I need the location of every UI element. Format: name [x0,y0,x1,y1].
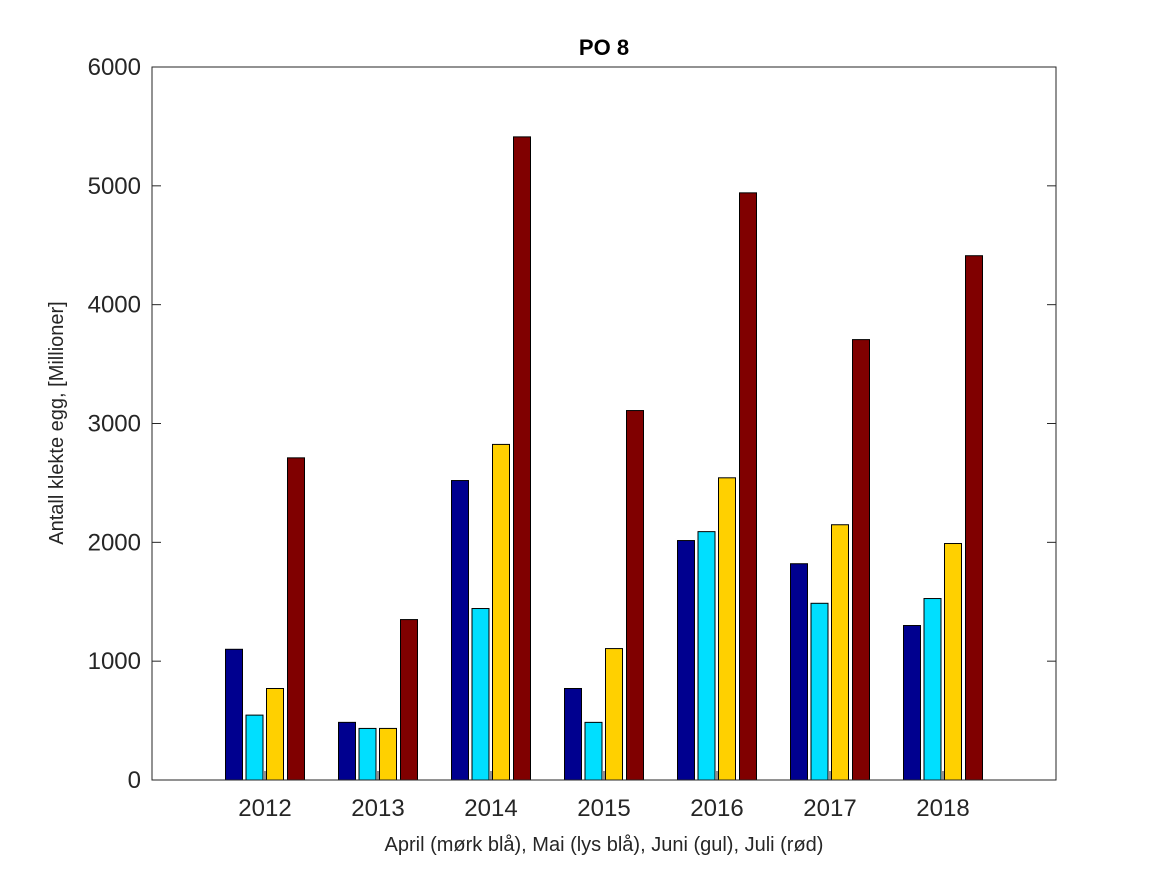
bar-april-2015 [564,687,582,781]
x-axis-label: April (mørk blå), Mai (lys blå), Juni (g… [385,834,824,856]
x-tick-label: 2018 [916,795,969,822]
x-tick-label: 2017 [803,795,856,822]
bar-juni-2014 [492,443,510,781]
bar-juli-2012 [287,457,305,781]
axes-group: 2012 2013 2014 2015 2016 2017 2018 0 1000 2000 300… [88,54,1056,822]
bar-mai-2014 [471,608,490,781]
bar-juni-2012 [266,687,284,781]
y-tick-label: 4000 [88,292,141,319]
y-tick-label: 0 [128,767,141,794]
y-axis-label: Antall klekte egg, [Millioner] [46,301,68,544]
bar-juli-2016 [739,192,757,781]
bar-mai-2016 [697,531,716,781]
bar-april-2017 [790,563,808,781]
bar-mai-2017 [810,602,829,781]
bars-group [225,136,983,781]
bar-juli-2015 [626,410,644,781]
chart-title: PO 8 [579,35,629,60]
bar-april-2016 [677,540,695,781]
bar-mai-2018 [923,598,942,781]
bar-april-2012 [225,648,243,781]
y-tick-label: 5000 [88,173,141,200]
bar-juli-2014 [513,136,531,781]
bar-juli-2017 [852,339,870,781]
bar-juni-2017 [831,524,849,781]
y-tick-label: 2000 [88,529,141,556]
bar-mai-2015 [584,721,603,781]
x-tick-label: 2014 [464,795,517,822]
bar-april-2013 [338,721,356,781]
bar-mai-2012 [245,714,264,781]
x-tick-label: 2016 [690,795,743,822]
bar-juni-2015 [605,648,623,781]
x-tick-label: 2012 [238,795,291,822]
x-tick-label: 2013 [351,795,404,822]
bar-april-2018 [903,625,921,781]
bar-juli-2018 [965,255,983,781]
bar-juli-2013 [400,619,418,781]
x-tick-label: 2015 [577,795,630,822]
y-tick-label: 6000 [88,54,141,81]
y-tick-label: 3000 [88,411,141,438]
bar-juni-2016 [718,477,736,781]
bar-april-2014 [451,480,469,781]
bar-juni-2018 [944,543,962,781]
bar-juni-2013 [379,727,397,781]
y-tick-label: 1000 [88,648,141,675]
bar-mai-2013 [358,727,377,781]
